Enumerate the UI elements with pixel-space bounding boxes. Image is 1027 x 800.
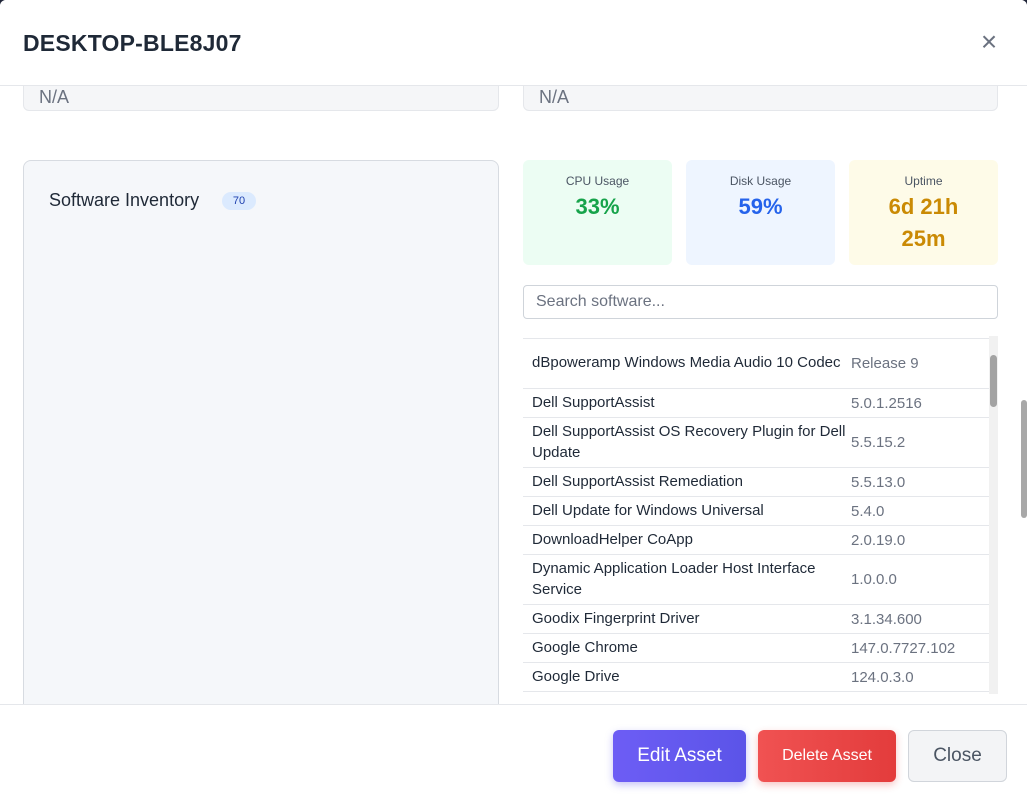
cpu-usage-card: CPU Usage 33%	[523, 160, 672, 265]
disk-usage-value: 59%	[738, 194, 783, 219]
disk-usage-label: Disk Usage	[729, 174, 792, 188]
software-list[interactable]: dBpoweramp Windows Media Audio 10 Codec …	[523, 336, 998, 694]
software-row[interactable]: Dell SupportAssist 5.0.1.2516	[523, 389, 989, 418]
software-name: Dynamic Application Loader Host Interfac…	[532, 560, 816, 598]
modal-body: N/A N/A Software Inventory 70 CPU Usage …	[0, 86, 1027, 704]
modal-footer: Edit Asset Delete Asset Close	[0, 704, 1027, 800]
software-row[interactable]: Google Chrome 147.0.7727.102	[523, 634, 989, 663]
close-button[interactable]: Close	[908, 730, 1007, 782]
software-list-scroll-thumb[interactable]	[990, 355, 997, 407]
software-row[interactable]: Dell SupportAssist OS Recovery Plugin fo…	[523, 418, 989, 468]
software-version: 3.1.34.600	[851, 610, 922, 628]
software-name: Goodix Fingerprint Driver	[532, 609, 700, 627]
software-version: 147.0.7727.102	[851, 639, 956, 657]
software-row[interactable]: Dell SupportAssist Remediation 5.5.13.0	[523, 468, 989, 497]
software-name: DownloadHelper CoApp	[532, 530, 693, 548]
software-row[interactable]: dBpoweramp Windows Media Audio 10 Codec …	[523, 339, 989, 389]
software-inventory-title: Software Inventory	[49, 190, 200, 210]
software-name: dBpoweramp Windows Media Audio 10 Codec	[532, 354, 841, 372]
software-version: 5.5.15.2	[851, 434, 906, 451]
software-row[interactable]: Goodix Fingerprint Driver 3.1.34.600	[523, 605, 989, 634]
software-inventory-card: Software Inventory 70	[23, 160, 499, 704]
software-name: Dell SupportAssist Remediation	[532, 472, 743, 490]
field-value-right: N/A	[523, 86, 998, 111]
software-version: 5.0.1.2516	[851, 394, 922, 412]
software-row[interactable]: Dynamic Application Loader Host Interfac…	[523, 555, 989, 605]
software-list-scrollbar[interactable]	[989, 336, 998, 694]
software-name: Google Drive	[532, 667, 620, 685]
uptime-value: 6d 21h 25m	[888, 194, 959, 251]
software-name: Google Chrome	[532, 638, 638, 656]
software-version: 5.4.0	[851, 502, 885, 520]
software-row[interactable]: DownloadHelper CoApp 2.0.19.0	[523, 526, 989, 555]
software-version: Release 9	[851, 355, 919, 372]
software-row[interactable]: Google Drive 124.0.3.0	[523, 663, 989, 692]
uptime-card: Uptime 6d 21h 25m	[849, 160, 998, 265]
edit-asset-button[interactable]: Edit Asset	[613, 730, 746, 782]
software-name: Dell SupportAssist OS Recovery Plugin fo…	[532, 423, 846, 461]
list-top-divider	[523, 336, 989, 339]
cpu-usage-label: CPU Usage	[565, 174, 630, 188]
modal-header: DESKTOP-BLE8J07 ×	[0, 0, 1027, 86]
software-name: Dell Update for Windows Universal	[532, 501, 764, 519]
close-icon[interactable]: ×	[980, 26, 998, 57]
software-version: 124.0.3.0	[851, 668, 914, 686]
disk-usage-card: Disk Usage 59%	[686, 160, 835, 265]
cpu-usage-value: 33%	[575, 194, 620, 219]
delete-asset-button[interactable]: Delete Asset	[758, 730, 896, 782]
software-name: Dell SupportAssist	[532, 393, 655, 411]
software-count-badge: 70	[222, 192, 256, 210]
software-version: 2.0.19.0	[851, 531, 906, 549]
software-version: 5.5.13.0	[851, 473, 906, 491]
software-row[interactable]: Dell Update for Windows Universal 5.4.0	[523, 497, 989, 526]
uptime-label: Uptime	[904, 174, 943, 188]
software-version: 1.0.0.0	[851, 571, 897, 588]
field-value-left: N/A	[23, 86, 499, 111]
software-search-input[interactable]	[523, 285, 998, 319]
modal-title: DESKTOP-BLE8J07	[23, 30, 242, 56]
page-scroll-thumb[interactable]	[1021, 400, 1027, 518]
